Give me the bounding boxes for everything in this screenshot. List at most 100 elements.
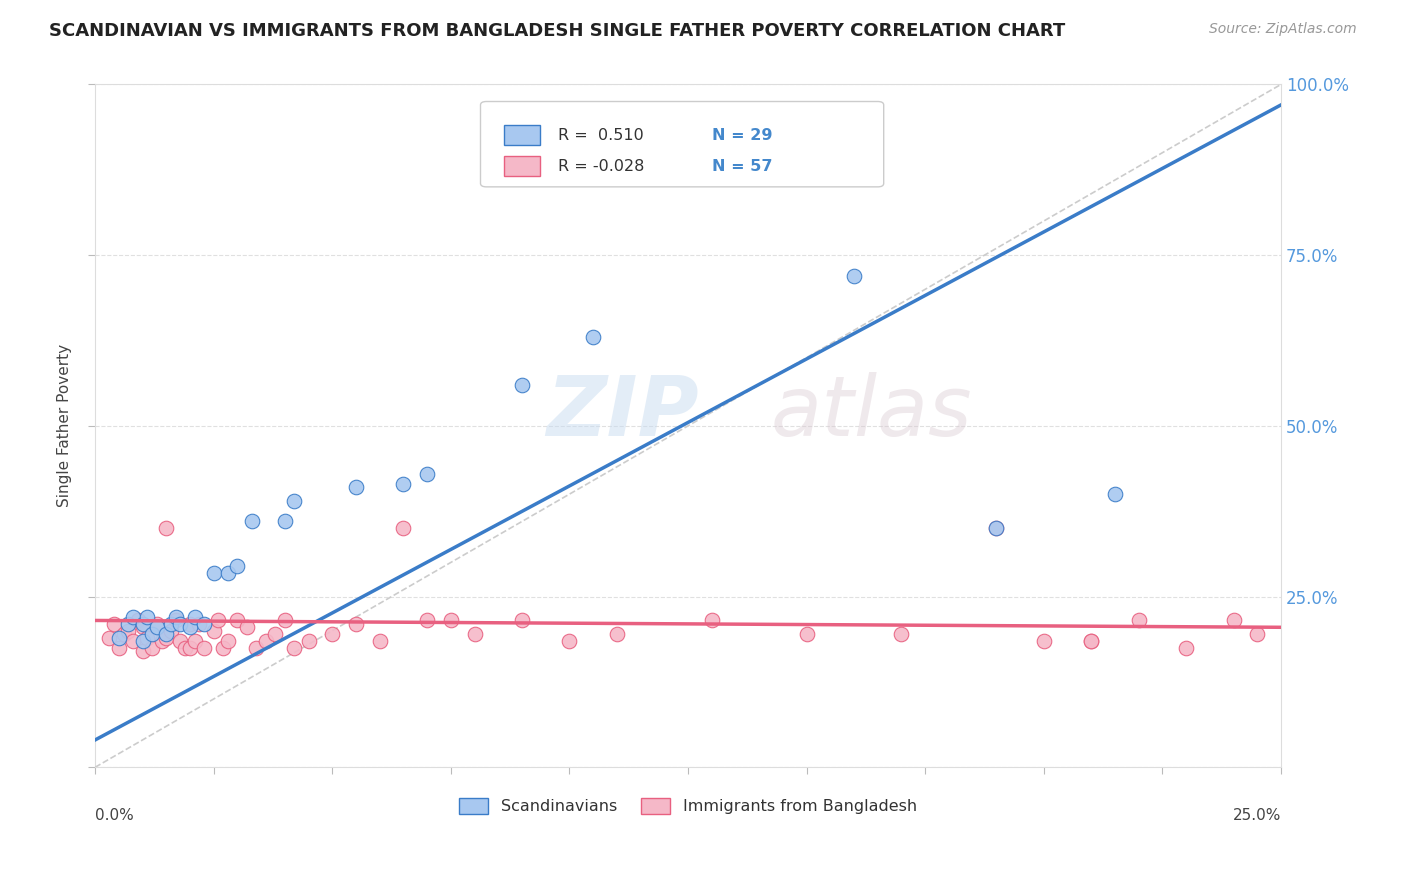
Point (183, 634, 205, 648)
Point (165, 614, 187, 628)
Point (245, 640, 267, 655)
Point (392, 521, 415, 535)
Text: 0.0%: 0.0% (96, 808, 134, 823)
Point (1222, 614, 1244, 628)
Point (108, 631, 131, 645)
Point (188, 616, 211, 631)
Point (986, 521, 1008, 535)
Point (155, 627, 177, 641)
Point (392, 476, 415, 491)
Point (842, 268, 865, 283)
Point (321, 627, 343, 641)
Point (606, 627, 628, 641)
Point (510, 377, 533, 392)
Point (254, 634, 277, 648)
Point (141, 640, 163, 655)
Point (193, 616, 215, 631)
Point (155, 521, 177, 535)
Point (1080, 634, 1102, 648)
Point (890, 627, 912, 641)
Point (202, 566, 225, 580)
Point (283, 494, 305, 508)
FancyBboxPatch shape (505, 126, 540, 145)
Text: Source: ZipAtlas.com: Source: ZipAtlas.com (1209, 22, 1357, 37)
Point (136, 631, 159, 645)
Point (131, 616, 153, 631)
Point (1175, 640, 1198, 655)
Point (416, 467, 439, 481)
Point (344, 480, 367, 494)
Y-axis label: Single Father Poverty: Single Father Poverty (58, 344, 72, 508)
Point (207, 614, 229, 628)
Point (283, 640, 305, 655)
Point (416, 614, 439, 628)
Point (226, 614, 249, 628)
Point (98, 631, 121, 645)
Point (165, 610, 187, 624)
Point (169, 634, 191, 648)
Point (112, 627, 135, 641)
Point (1246, 627, 1268, 641)
Point (150, 634, 173, 648)
Point (217, 566, 239, 580)
Text: R = -0.028: R = -0.028 (558, 159, 644, 174)
Point (1128, 614, 1150, 628)
Point (558, 634, 581, 648)
Point (582, 330, 605, 344)
Text: N = 57: N = 57 (711, 159, 772, 174)
Point (510, 614, 533, 628)
Point (1032, 634, 1054, 648)
Point (145, 620, 167, 634)
Point (145, 616, 167, 631)
Point (217, 634, 239, 648)
FancyBboxPatch shape (505, 156, 540, 177)
Point (141, 627, 163, 641)
Point (179, 640, 201, 655)
Point (202, 624, 225, 638)
Point (368, 634, 391, 648)
Point (117, 624, 139, 638)
Point (796, 627, 818, 641)
Point (108, 640, 131, 655)
Point (160, 624, 183, 638)
Point (240, 515, 263, 529)
Point (212, 640, 235, 655)
Point (131, 644, 153, 658)
Point (297, 634, 319, 648)
Legend: Scandinavians, Immigrants from Bangladesh: Scandinavians, Immigrants from Banglades… (453, 791, 924, 821)
Text: R =  0.510: R = 0.510 (558, 128, 644, 143)
Point (464, 627, 486, 641)
Point (117, 616, 139, 631)
Text: 25.0%: 25.0% (1233, 808, 1281, 823)
Point (440, 614, 463, 628)
Point (344, 616, 367, 631)
Point (274, 614, 297, 628)
Point (1104, 487, 1126, 501)
Point (131, 620, 153, 634)
Point (169, 616, 191, 631)
Point (274, 515, 297, 529)
FancyBboxPatch shape (481, 102, 884, 186)
Point (264, 627, 287, 641)
Point (122, 610, 145, 624)
Point (986, 521, 1008, 535)
Point (193, 640, 215, 655)
Point (174, 640, 197, 655)
Point (179, 616, 201, 631)
Point (1080, 634, 1102, 648)
Point (179, 620, 201, 634)
Point (122, 634, 145, 648)
Point (236, 620, 259, 634)
Point (131, 634, 153, 648)
Point (700, 614, 723, 628)
Point (127, 614, 149, 628)
Point (183, 610, 205, 624)
Text: SCANDINAVIAN VS IMMIGRANTS FROM BANGLADESH SINGLE FATHER POVERTY CORRELATION CHA: SCANDINAVIAN VS IMMIGRANTS FROM BANGLADE… (49, 22, 1066, 40)
Text: atlas: atlas (770, 372, 973, 453)
Point (160, 616, 183, 631)
Point (226, 558, 249, 573)
Text: N = 29: N = 29 (711, 128, 772, 143)
Point (136, 610, 159, 624)
Point (103, 616, 125, 631)
Point (155, 631, 177, 645)
